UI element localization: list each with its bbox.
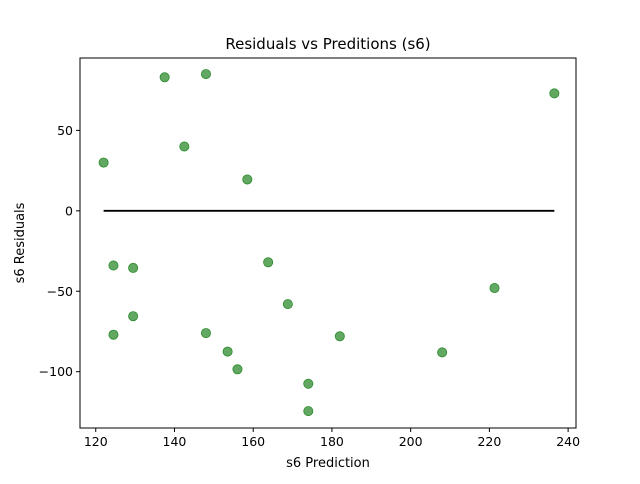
data-point-7 [179,141,190,152]
data-point-11 [232,364,243,375]
data-point-12 [242,174,253,185]
x-tick-label: 220 [477,434,501,449]
y-tick-label: 0 [65,203,73,218]
y-tick-label: 50 [57,123,73,138]
data-point-4 [128,262,139,273]
data-point-6 [159,72,170,83]
data-point-15 [303,378,314,389]
data-point-18 [437,347,448,358]
x-tick-label: 140 [163,434,187,449]
data-point-1 [98,157,109,168]
data-point-2 [108,260,119,271]
data-point-8 [200,69,211,80]
data-point-10 [222,346,233,357]
chart-title: Residuals vs Preditions (s6) [225,35,430,53]
plot-area-frame [79,57,577,429]
x-tick-label: 200 [399,434,423,449]
data-point-19 [489,283,500,294]
y-axis-label: s6 Residuals [13,202,28,283]
y-axis-ticks: −100 −50 0 50 [39,123,80,379]
data-points [98,69,560,417]
x-tick-label: 180 [320,434,344,449]
x-tick-label: 160 [241,434,265,449]
data-point-9 [200,328,211,339]
data-point-17 [334,331,345,342]
x-tick-label: 120 [84,434,108,449]
y-tick-label: −50 [47,284,73,299]
data-point-16 [303,406,314,417]
data-point-13 [263,257,274,268]
y-tick-label: −100 [39,364,73,379]
x-axis-ticks: 120 140 160 180 200 220 240 [84,428,580,449]
x-axis-label: s6 Prediction [286,456,370,471]
data-point-20 [549,88,560,99]
data-point-14 [282,299,293,310]
data-point-5 [128,311,139,322]
x-tick-label: 240 [556,434,580,449]
data-point-3 [108,329,119,340]
